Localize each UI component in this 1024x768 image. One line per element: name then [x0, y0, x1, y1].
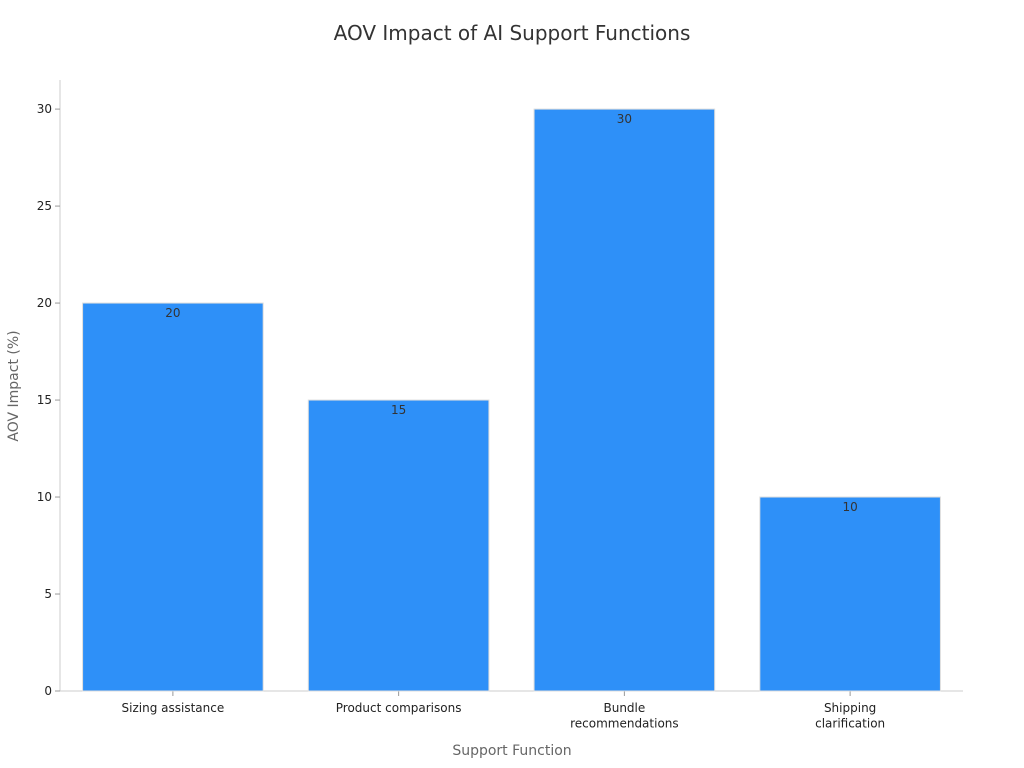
y-tick-label: 10 [37, 490, 52, 504]
bar [307, 399, 490, 692]
value-label: 10 [842, 500, 857, 514]
y-tick-label: 0 [44, 684, 52, 698]
x-tick-label: Sizing assistance [122, 701, 225, 715]
value-label: 15 [391, 403, 406, 417]
y-tick-label: 25 [37, 199, 52, 213]
x-tick-label: Shipping clarification [815, 701, 885, 731]
bar [533, 108, 716, 692]
x-tick-label: Bundle recommendations [570, 701, 679, 731]
bar [759, 496, 941, 692]
chart-title: AOV Impact of AI Support Functions [334, 21, 691, 45]
x-axis-label: Support Function [452, 743, 571, 759]
value-label: 20 [165, 306, 180, 320]
y-tick-label: 5 [44, 587, 52, 601]
bar [82, 302, 264, 692]
value-label: 30 [617, 112, 632, 126]
x-tick-label: Product comparisons [336, 701, 462, 715]
y-tick-label: 20 [37, 296, 52, 310]
y-axis-label: AOV Impact (%) [6, 330, 22, 441]
y-tick-label: 15 [37, 393, 52, 407]
y-tick-label: 30 [37, 102, 52, 116]
